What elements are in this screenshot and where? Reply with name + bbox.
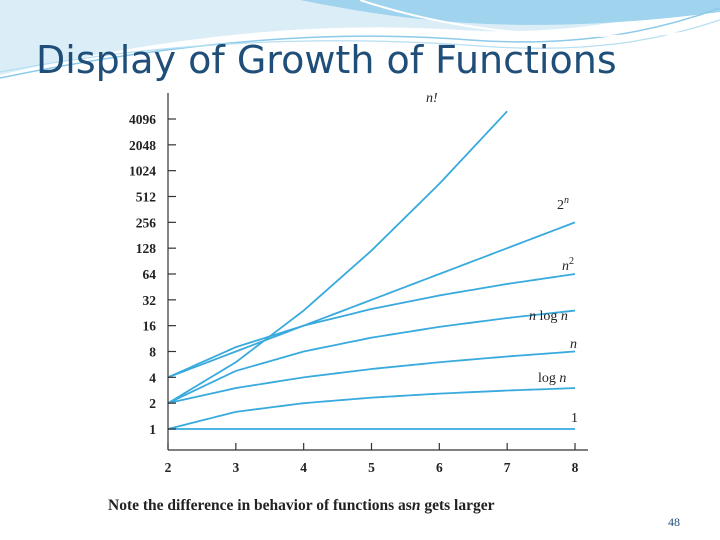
curve-label-1: 1 bbox=[571, 411, 578, 426]
y-tick-label-32: 32 bbox=[143, 293, 157, 308]
swoosh-stroke-3 bbox=[359, 0, 720, 37]
curve-label-n-factorial: n! bbox=[426, 91, 438, 106]
y-tick-label-64: 64 bbox=[143, 267, 157, 282]
curve-label-2-pow-n: 2n bbox=[557, 195, 569, 213]
y-tick-label-1024: 1024 bbox=[129, 164, 156, 179]
growth-chart: 1 2 4 8 16 32 64 128 256 512 1024 2048 4096 2 3 4 5 6 7 8 n… bbox=[108, 85, 600, 480]
y-tick-label-16: 16 bbox=[143, 319, 157, 334]
y-tick-label-4: 4 bbox=[149, 370, 156, 385]
swoosh-stroke-2 bbox=[0, 19, 720, 73]
y-tick-label-2: 2 bbox=[149, 396, 156, 411]
series-n-factorial bbox=[167, 110, 508, 404]
x-tick-label-6: 6 bbox=[436, 460, 443, 475]
swoosh-band-mid bbox=[300, 0, 720, 25]
curve-labels-layer: n! 2n n2 n log nn log n 1 bbox=[426, 91, 578, 426]
x-tick-label-7: 7 bbox=[504, 460, 511, 475]
curve-label-n-log-n: n log n bbox=[529, 309, 568, 324]
x-tick-label-8: 8 bbox=[572, 460, 579, 475]
series-log-n bbox=[167, 387, 576, 430]
y-tick-label-4096: 4096 bbox=[129, 112, 156, 127]
series-n bbox=[167, 350, 576, 405]
y-tick-label-128: 128 bbox=[136, 241, 157, 256]
page-number: 48 bbox=[668, 515, 680, 529]
note-variable: n bbox=[411, 497, 421, 514]
y-tick-label-2048: 2048 bbox=[129, 138, 156, 153]
y-tick-label-1: 1 bbox=[149, 422, 156, 437]
curve-label-log-n: log n bbox=[538, 371, 566, 386]
curve-label-n: n bbox=[570, 337, 577, 352]
curve-label-n-pow-2: n2 bbox=[562, 256, 574, 274]
note-text: Note the difference in behavior of funct… bbox=[108, 497, 412, 514]
y-tick-label-512: 512 bbox=[136, 190, 157, 205]
header-swoosh-decoration bbox=[0, 0, 720, 79]
note-text-end: gets larger bbox=[424, 497, 495, 514]
axes-layer: 1 2 4 8 16 32 64 128 256 512 1024 2048 4096 2 3 4 5 6 7 8 bbox=[129, 93, 588, 475]
slide-title: Display of Growth of Functions bbox=[36, 38, 617, 82]
curves-layer bbox=[167, 110, 576, 430]
x-tick-label-5: 5 bbox=[368, 460, 375, 475]
series-n-pow-2 bbox=[167, 273, 576, 379]
y-tick-label-8: 8 bbox=[149, 345, 156, 360]
x-tick-label-3: 3 bbox=[232, 460, 239, 475]
slide-note: Note the difference in behavior of funct… bbox=[108, 497, 494, 515]
swoosh-stroke-1 bbox=[0, 7, 720, 79]
x-tick-label-2: 2 bbox=[165, 460, 172, 475]
y-tick-label-256: 256 bbox=[136, 215, 157, 230]
x-tick-label-4: 4 bbox=[300, 460, 307, 475]
